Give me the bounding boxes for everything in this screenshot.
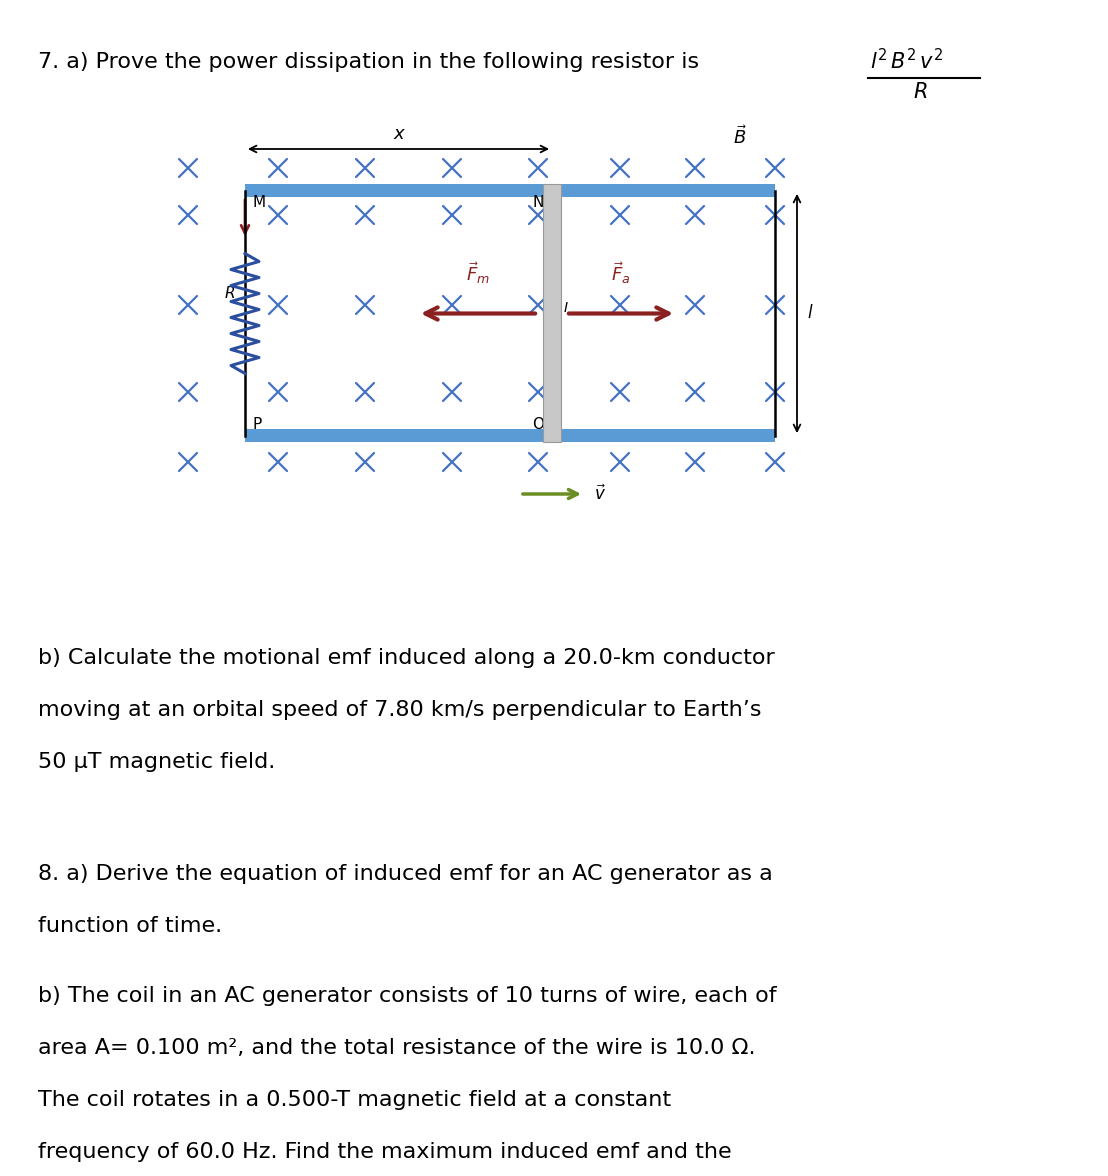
Text: b) Calculate the motional emf induced along a 20.0-km conductor: b) Calculate the motional emf induced al… (38, 648, 774, 668)
Bar (543, 183, 561, 442)
Text: moving at an orbital speed of 7.80 km/s perpendicular to Earth’s: moving at an orbital speed of 7.80 km/s … (38, 700, 761, 720)
Text: frequency of 60.0 Hz. Find the maximum induced emf and the: frequency of 60.0 Hz. Find the maximum i… (38, 1142, 731, 1162)
Text: $R$: $R$ (913, 82, 927, 102)
Bar (245, 429, 774, 442)
Text: b) The coil in an AC generator consists of 10 turns of wire, each of: b) The coil in an AC generator consists … (38, 985, 777, 1005)
Text: M: M (253, 195, 266, 211)
Text: $\vec{v}$: $\vec{v}$ (594, 485, 606, 503)
Text: 50 μT magnetic field.: 50 μT magnetic field. (38, 751, 275, 771)
Text: $\vec{F}_m$: $\vec{F}_m$ (466, 260, 490, 286)
Text: l: l (807, 305, 812, 322)
Text: $\vec{F}_a$: $\vec{F}_a$ (612, 260, 630, 286)
Text: I: I (564, 301, 568, 315)
Text: R: R (225, 286, 235, 301)
Text: O: O (532, 417, 544, 432)
Bar (245, 183, 774, 198)
Text: $\vec{B}$: $\vec{B}$ (733, 125, 747, 148)
Text: area A= 0.100 m², and the total resistance of the wire is 10.0 Ω.: area A= 0.100 m², and the total resistan… (38, 1038, 756, 1058)
Text: 8. a) Derive the equation of induced emf for an AC generator as a: 8. a) Derive the equation of induced emf… (38, 864, 772, 884)
Text: $l^2\,B^2\,v^2$: $l^2\,B^2\,v^2$ (870, 48, 943, 73)
Text: 7. a) Prove the power dissipation in the following resistor is: 7. a) Prove the power dissipation in the… (38, 52, 699, 72)
Text: N: N (533, 195, 544, 211)
Text: x: x (393, 125, 403, 143)
Text: The coil rotates in a 0.500-T magnetic field at a constant: The coil rotates in a 0.500-T magnetic f… (38, 1090, 671, 1110)
Text: function of time.: function of time. (38, 916, 222, 936)
Text: P: P (253, 417, 263, 432)
